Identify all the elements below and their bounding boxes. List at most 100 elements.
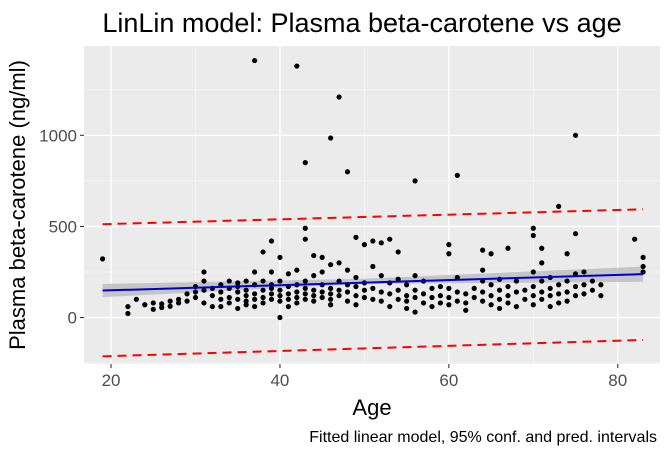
data-point [480,247,486,253]
data-point [201,278,207,284]
data-point [412,287,418,293]
data-point [252,303,258,310]
data-point [404,293,410,299]
data-point [226,294,232,301]
data-point [395,287,401,293]
data-point [556,300,562,306]
data-point [260,278,266,284]
data-point [572,271,579,277]
data-point [446,294,452,301]
data-point [454,298,460,304]
data-point [243,278,249,284]
data-point [277,254,283,260]
data-point [547,285,553,291]
data-point [150,306,156,312]
y-tick-label: 0 [68,309,77,328]
data-point [167,298,173,304]
y-tick-label: 1000 [39,126,77,145]
data-point [437,283,444,290]
data-point [167,303,173,309]
data-point [404,282,410,288]
data-point [387,236,393,242]
data-point [175,296,182,302]
data-point [142,302,148,308]
data-point [328,291,334,297]
data-point [336,293,342,299]
data-point [336,287,342,293]
data-point [420,300,427,306]
x-axis-title: Age [352,395,391,420]
data-point [260,287,266,293]
data-point [572,132,579,138]
data-point [311,252,317,259]
data-point [328,285,334,291]
data-point [480,289,486,295]
data-point [370,238,376,244]
data-point [243,302,249,308]
data-point [319,294,325,301]
data-point [429,303,435,310]
chart-caption: Fitted linear model, 95% conf. and pred.… [309,429,657,446]
data-point [133,296,139,302]
data-point [429,285,435,291]
data-point [235,305,241,312]
data-point [522,287,528,293]
data-point [370,285,376,291]
data-point [412,294,418,301]
data-point [268,296,275,302]
data-point [589,278,596,284]
data-point [387,291,393,297]
data-point [268,291,275,297]
data-point [184,298,190,304]
data-point [488,282,494,288]
data-point [302,160,308,166]
data-point [159,301,165,307]
data-point [235,289,241,295]
data-point [353,293,359,299]
data-point [99,256,106,262]
data-point [252,269,258,275]
data-point [277,293,283,299]
data-point [235,280,241,286]
data-point [353,283,359,290]
data-point [556,282,562,288]
data-point [522,296,528,302]
data-point [328,135,334,141]
data-point [539,296,545,302]
data-point [530,283,536,290]
data-point [530,302,536,308]
data-point [598,293,604,299]
data-point [471,285,477,291]
data-point [252,57,258,64]
data-point [285,296,291,302]
data-point [336,94,342,100]
data-point [564,278,570,284]
data-point [547,303,553,310]
data-point [530,293,536,299]
data-point [328,262,334,268]
data-point [294,267,300,273]
data-point [226,278,232,284]
data-point [277,314,283,321]
grid-minor [84,46,660,364]
data-point [556,291,562,297]
data-point [387,303,393,310]
data-point [378,298,384,304]
data-point [344,298,351,304]
data-point [353,234,359,240]
data-point [209,293,215,299]
data-point [336,260,342,266]
data-point [370,296,376,302]
data-point [505,283,511,290]
data-point [277,298,283,304]
data-point [539,278,545,284]
data-point [480,267,486,273]
data-point [311,298,317,304]
data-point [539,260,545,266]
data-point [454,289,460,295]
data-point [412,178,418,184]
data-point [429,294,435,301]
data-point [277,287,283,293]
data-point [201,287,207,293]
